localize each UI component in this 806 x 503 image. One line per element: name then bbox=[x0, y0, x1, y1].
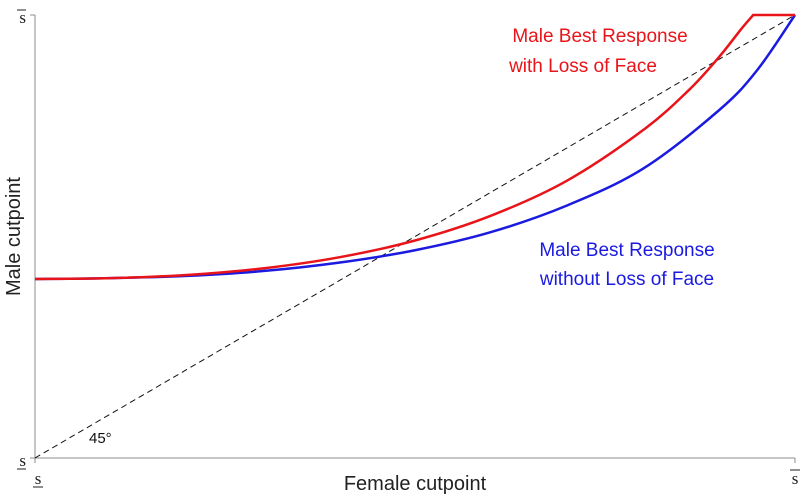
y-tick-label-high-group: s bbox=[17, 8, 26, 27]
x-tick-label-high-group: s bbox=[790, 469, 800, 488]
x-axis-title: Female cutpoint bbox=[344, 473, 487, 495]
annotation-red-line2: with Loss of Face bbox=[508, 56, 657, 77]
x-tick-label-low: s bbox=[35, 469, 42, 488]
annotation-red-line1: Male Best Response bbox=[512, 26, 687, 47]
y-axis-title: Male cutpoint bbox=[3, 177, 25, 296]
x-tick-label-low-group: s bbox=[33, 469, 43, 488]
angle-label: 45° bbox=[89, 430, 112, 447]
y-tick-label-low-group: s bbox=[17, 451, 26, 470]
axes bbox=[30, 14, 796, 463]
annotation-blue-line2: without Loss of Face bbox=[539, 269, 714, 290]
y-tick-label-high: s bbox=[19, 8, 26, 27]
y-tick-label-low: s bbox=[19, 451, 26, 470]
series-with-loss-of-face bbox=[34, 13, 795, 281]
x-tick-label-high: s bbox=[792, 469, 799, 488]
annotation-blue-line1: Male Best Response bbox=[539, 240, 714, 261]
series-45-degree-line bbox=[34, 14, 796, 459]
